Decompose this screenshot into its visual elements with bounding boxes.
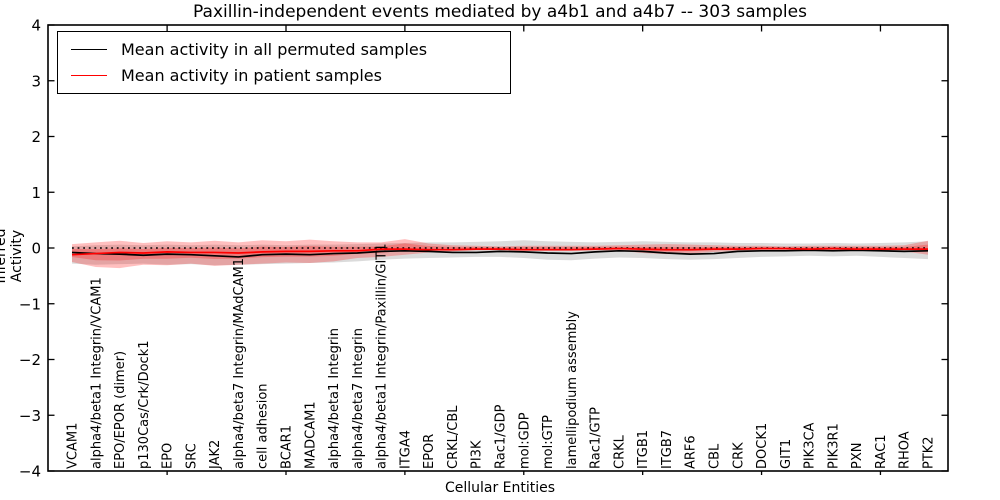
y-tick-label: 1 — [31, 184, 41, 202]
x-tick-label: EPOR — [422, 434, 437, 469]
x-tick-label: EPO — [161, 443, 176, 469]
x-tick-label: ITGB7 — [660, 430, 675, 469]
y-tick-label: 4 — [31, 17, 41, 35]
y-tick-label: 2 — [31, 128, 41, 146]
legend-item-patient: Mean activity in patient samples — [71, 63, 510, 89]
x-tick-label: ARF6 — [684, 435, 699, 469]
y-tick-label: −1 — [19, 295, 41, 313]
x-tick-label: MADCAM1 — [303, 401, 318, 469]
x-tick-label: alpha4/beta1 Integrin/VCAM1 — [89, 277, 104, 469]
x-tick-label: alpha4/beta7 Integrin/MAdCAM1 — [232, 258, 247, 469]
y-tick-label: −4 — [19, 463, 41, 481]
x-tick-label: mol:GTP — [541, 415, 556, 469]
x-tick-label: PI3K — [470, 440, 485, 469]
x-tick-label: lamellipodium assembly — [565, 311, 580, 469]
x-tick-label: RAC1 — [874, 434, 889, 469]
x-tick-label: ITGB1 — [636, 430, 651, 469]
x-tick-label: SRC — [184, 443, 199, 469]
x-tick-label: VCAM1 — [66, 423, 81, 469]
x-tick-label: BCAR1 — [280, 425, 295, 469]
chart-title: Paxillin-independent events mediated by … — [193, 2, 807, 22]
y-tick-label: 0 — [31, 240, 41, 258]
x-tick-label: CRKL — [612, 434, 627, 469]
legend: Mean activity in all permuted samples Me… — [57, 31, 511, 94]
x-tick-label: EPO/EPOR (dimer) — [113, 351, 128, 469]
x-tick-label: alpha4/beta1 Integrin — [327, 328, 342, 469]
x-tick-label: Rac1/GDP — [494, 404, 509, 469]
x-tick-label: RHOA — [898, 431, 913, 469]
y-tick-label: −2 — [19, 351, 41, 369]
x-tick-label: JAK2 — [208, 440, 223, 470]
x-tick-label: DOCK1 — [755, 423, 770, 469]
x-tick-label: CBL — [708, 443, 723, 469]
x-tick-label: PIK3CA — [803, 422, 818, 469]
legend-item-permuted: Mean activity in all permuted samples — [71, 36, 510, 62]
patient-mean-line — [71, 247, 928, 256]
legend-label-permuted: Mean activity in all permuted samples — [121, 39, 428, 59]
x-tick-label: CRKL/CBL — [446, 405, 461, 469]
x-tick-label: p130Cas/Crk/Dock1 — [137, 340, 152, 469]
y-tick-label: 3 — [31, 72, 41, 90]
permuted-samples-range-band — [72, 240, 928, 266]
x-tick-label: alpha4/beta7 Integrin — [351, 328, 366, 469]
x-tick-label: GIT1 — [779, 439, 794, 469]
legend-label-patient: Mean activity in patient samples — [121, 66, 382, 86]
x-tick-label: PIK3R1 — [826, 423, 841, 469]
patient-samples-range-band — [72, 239, 928, 269]
x-tick-label: cell adhesion — [256, 383, 271, 469]
x-tick-label: alpha4/beta1 Integrin/Paxillin/GIT1 — [375, 243, 390, 469]
x-tick-label: CRK — [731, 442, 746, 469]
permuted-mean-line — [71, 249, 929, 258]
x-tick-label: mol:GDP — [517, 412, 532, 469]
legend-line-swatch-red — [71, 75, 107, 77]
x-tick-label: PTK2 — [922, 436, 937, 469]
x-axis-label: Cellular Entities — [444, 480, 556, 496]
legend-line-swatch-black — [71, 48, 107, 50]
x-tick-label: Rac1/GTP — [589, 407, 604, 469]
x-tick-label: PXN — [850, 443, 865, 469]
y-axis-label: Inferred Activity — [0, 228, 25, 284]
x-tick-label: ITGA4 — [398, 430, 413, 469]
y-tick-label: −3 — [19, 407, 41, 425]
